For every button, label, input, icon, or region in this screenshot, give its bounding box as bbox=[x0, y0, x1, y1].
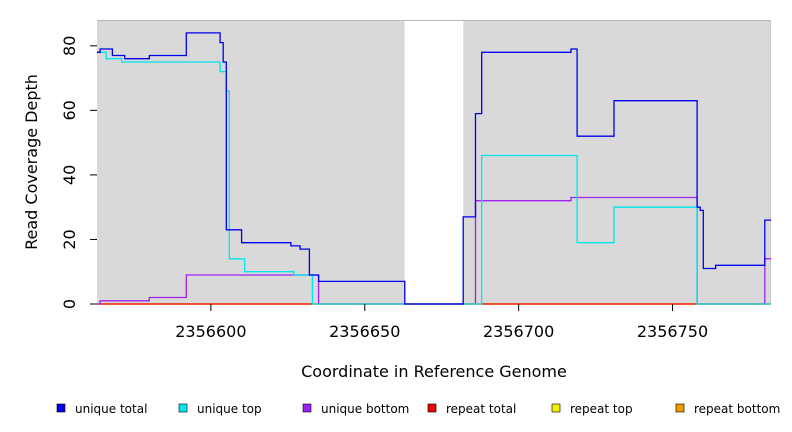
series-line-unique-top bbox=[97, 51, 771, 305]
y-axis-title: Read Coverage Depth bbox=[22, 74, 41, 250]
y-tick-label: 0 bbox=[60, 299, 79, 309]
y-tick-label: 60 bbox=[60, 100, 79, 120]
axes-layer: 0 20 40 60 80 2356600 2356650 2356700 2356750 bbox=[60, 36, 708, 341]
series-line-unique-total bbox=[97, 32, 771, 305]
legend-label-unique-total: unique total bbox=[75, 402, 147, 416]
legend-label-unique-bottom: unique bottom bbox=[321, 402, 409, 416]
legend: unique total unique top unique bottom repea… bbox=[56, 402, 780, 416]
legend-swatch-unique-top bbox=[178, 403, 188, 413]
shaded-region-2 bbox=[463, 20, 771, 304]
x-tick-label: 2356600 bbox=[175, 322, 246, 341]
x-tick-label: 2356750 bbox=[637, 322, 708, 341]
legend-swatch-unique-total bbox=[56, 403, 66, 413]
y-tick-label: 20 bbox=[60, 229, 79, 249]
legend-swatch-repeat-bottom bbox=[675, 403, 685, 413]
series-layer bbox=[97, 32, 771, 305]
legend-swatch-unique-bottom bbox=[302, 403, 312, 413]
x-axis-title: Coordinate in Reference Genome bbox=[301, 362, 567, 381]
y-tick-label: 80 bbox=[60, 36, 79, 56]
legend-label-repeat-top: repeat top bbox=[570, 402, 633, 416]
legend-swatch-repeat-top bbox=[551, 403, 561, 413]
legend-label-repeat-total: repeat total bbox=[446, 402, 516, 416]
legend-label-unique-top: unique top bbox=[197, 402, 262, 416]
x-tick-label: 2356650 bbox=[329, 322, 400, 341]
plot-background bbox=[97, 20, 771, 304]
y-tick-label: 40 bbox=[60, 165, 79, 185]
legend-swatch-repeat-total bbox=[427, 403, 437, 413]
legend-label-repeat-bottom: repeat bottom bbox=[694, 402, 780, 416]
x-tick-label: 2356700 bbox=[483, 322, 554, 341]
shaded-region-1 bbox=[97, 20, 405, 304]
